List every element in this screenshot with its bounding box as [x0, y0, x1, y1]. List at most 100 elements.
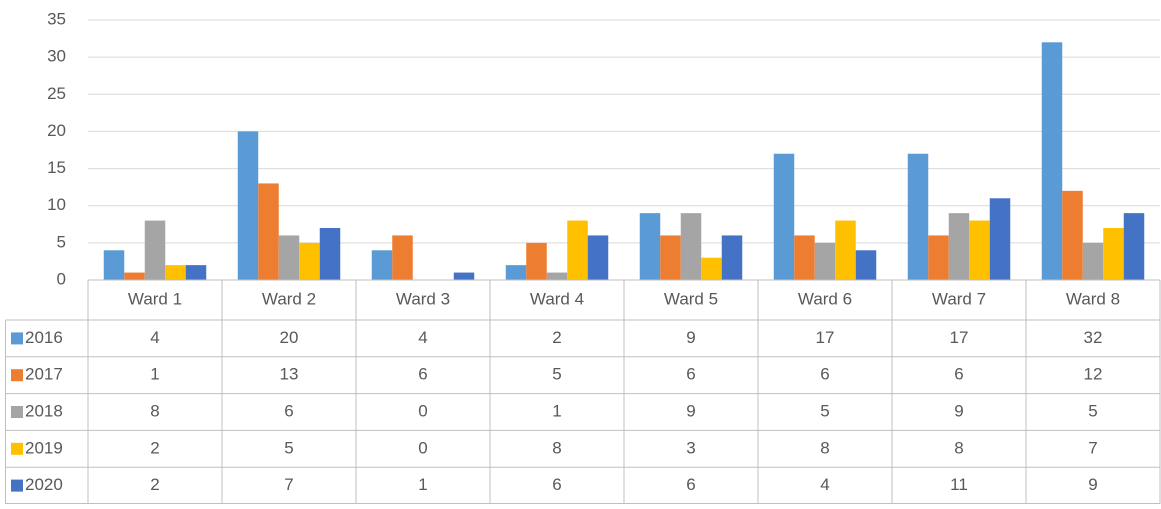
- y-tick-label: 5: [57, 232, 66, 251]
- table-value: 6: [954, 365, 963, 384]
- bar: [928, 235, 949, 280]
- bar: [855, 250, 877, 280]
- bar: [144, 220, 166, 280]
- legend-label: 2019: [25, 438, 63, 457]
- y-tick-label: 15: [47, 158, 66, 177]
- table-value: 2: [552, 328, 561, 347]
- bar: [526, 242, 547, 280]
- table-value: 1: [418, 475, 427, 494]
- table-value: 6: [552, 475, 561, 494]
- table-value: 13: [280, 365, 299, 384]
- table-value: 4: [150, 328, 159, 347]
- bar: [907, 153, 929, 280]
- bar: [969, 220, 990, 280]
- bar: [680, 213, 702, 280]
- table-value: 32: [1084, 328, 1103, 347]
- y-tick-label: 20: [47, 121, 66, 140]
- table-value: 11: [950, 475, 968, 494]
- table-value: 5: [820, 401, 829, 420]
- table-value: 7: [1088, 438, 1097, 457]
- bar: [237, 131, 259, 280]
- y-tick-label: 10: [47, 195, 66, 214]
- table-value: 7: [284, 475, 293, 494]
- table-value: 8: [150, 401, 159, 420]
- bar: [835, 220, 856, 280]
- table-value: 6: [686, 365, 695, 384]
- bar: [165, 265, 186, 280]
- bar: [453, 272, 475, 280]
- category-label: Ward 2: [262, 289, 316, 308]
- bar: [546, 272, 568, 280]
- bar: [505, 265, 527, 280]
- bar: [278, 235, 300, 280]
- y-tick-label: 30: [47, 47, 66, 66]
- table-value: 3: [686, 438, 695, 457]
- table-value: 6: [284, 401, 293, 420]
- legend-label: 2016: [25, 328, 63, 347]
- bar: [1082, 242, 1104, 280]
- category-label: Ward 8: [1066, 289, 1120, 308]
- table-value: 6: [686, 475, 695, 494]
- legend-swatch: [11, 479, 23, 492]
- table-value: 2: [150, 438, 159, 457]
- table-value: 1: [150, 365, 159, 384]
- legend-swatch: [11, 442, 23, 455]
- bar: [721, 235, 743, 280]
- category-label: Ward 4: [530, 289, 584, 308]
- bar: [1062, 190, 1083, 280]
- table-value: 5: [284, 438, 293, 457]
- legend-label: 2020: [25, 475, 63, 494]
- bar: [814, 242, 836, 280]
- legend-swatch: [11, 332, 23, 345]
- table-value: 0: [418, 438, 427, 457]
- table-value: 2: [150, 475, 159, 494]
- bar: [299, 242, 320, 280]
- table-value: 4: [820, 475, 829, 494]
- category-label: Ward 5: [664, 289, 718, 308]
- table-value: 1: [552, 401, 561, 420]
- table-value: 9: [686, 328, 695, 347]
- legend-swatch: [11, 406, 23, 418]
- table-value: 0: [418, 401, 427, 420]
- table-value: 9: [954, 401, 963, 420]
- legend-label: 2017: [25, 365, 63, 384]
- table-value: 6: [418, 365, 427, 384]
- bar: [1103, 228, 1124, 280]
- table-value: 17: [950, 328, 969, 347]
- table-value: 8: [820, 438, 829, 457]
- y-tick-label: 0: [57, 269, 66, 288]
- bar: [587, 235, 609, 280]
- bar: [794, 235, 815, 280]
- table-value: 20: [280, 328, 299, 347]
- bar: [392, 235, 413, 280]
- category-label: Ward 1: [128, 289, 182, 308]
- bar: [1123, 213, 1145, 280]
- legend-swatch: [11, 369, 23, 382]
- y-tick-label: 35: [47, 9, 66, 28]
- table-value: 4: [418, 328, 427, 347]
- legend-label: 2018: [25, 401, 63, 420]
- bar: [1041, 42, 1063, 281]
- table-value: 12: [1084, 365, 1103, 384]
- bar: [124, 272, 145, 280]
- table-value: 8: [954, 438, 963, 457]
- table-value: 8: [552, 438, 561, 457]
- bar: [989, 198, 1011, 280]
- table-value: 9: [686, 401, 695, 420]
- category-label: Ward 6: [798, 289, 852, 308]
- y-tick-label: 25: [47, 84, 66, 103]
- bar: [773, 153, 795, 280]
- table-value: 9: [1088, 475, 1097, 494]
- bar: [948, 213, 970, 280]
- bar: [567, 220, 588, 280]
- table-value: 5: [552, 365, 561, 384]
- table-value: 17: [816, 328, 835, 347]
- category-label: Ward 7: [932, 289, 986, 308]
- category-label: Ward 3: [396, 289, 450, 308]
- bar: [701, 257, 722, 280]
- table-value: 5: [1088, 401, 1097, 420]
- bar: [371, 250, 393, 280]
- bar: [319, 228, 341, 280]
- bar: [660, 235, 681, 280]
